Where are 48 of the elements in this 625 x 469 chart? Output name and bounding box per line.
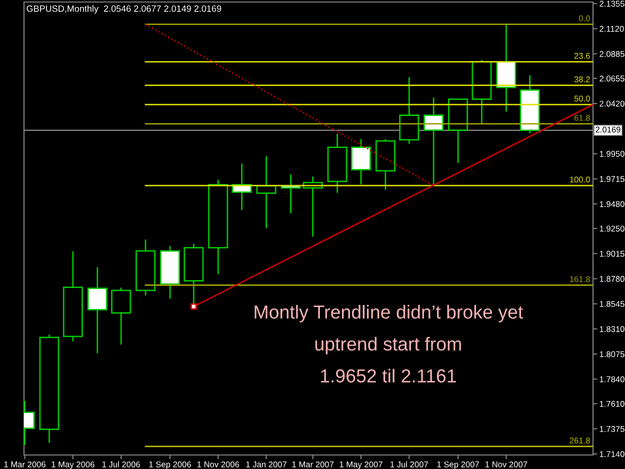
ref-line-label: 2.0169 [596,126,620,133]
x-tick-label: 1 May 2007 [340,461,382,469]
candlestick [256,156,276,228]
y-tick-label: 1.8545 [600,301,624,307]
x-tick-label: 1 Mar 2007 [292,461,334,468]
y-tick-label: 2.0655 [600,76,624,82]
x-tick-label: 1 Jul 2006 [102,461,140,468]
series-label: 23.6 [574,52,590,59]
series-label: 50.0 [574,96,590,102]
y-tick-label: 1.9950 [600,150,624,157]
y-tick-label: 1.9015 [600,250,624,257]
series-label: 161.8 [570,276,590,282]
series-label: 38.2 [574,76,590,82]
y-tick-label: 1.8310 [600,326,624,332]
candlestick [111,288,132,345]
series-label: 0.0 [578,15,590,22]
y-tick-label: 1.7375 [600,426,624,432]
chart-title: GBPUSD,Monthly 2.0546 2.0677 2.0149 2.0169 [26,5,222,14]
x-tick-label: 1 Sep 2007 [437,461,479,469]
annotation: 1.9652 til 2.1161 [320,368,456,383]
series-label: 61.8 [574,114,590,121]
series-label: 261.8 [570,438,590,444]
x-tick-label: 1 Mar 2006 [4,461,46,468]
annotation: Montly Trendline didn’t broke yet [254,304,523,322]
y-tick-label: 1.7140 [600,451,624,458]
x-tick-label: 1 Nov 2006 [197,461,240,468]
y-tick-label: 1.9715 [600,176,624,182]
y-tick-label: 1.8075 [600,351,624,358]
y-tick-label: 2.1120 [600,26,624,32]
y-tick-label: 1.7610 [600,400,624,407]
x-tick-label: 1 Sep 2006 [149,461,191,469]
candlestick [87,267,108,354]
y-tick-label: 1.8780 [600,276,624,282]
candlestick [350,139,371,184]
y-tick-label: 1.9480 [600,201,624,208]
y-tick-label: 2.0420 [600,100,624,107]
x-tick-label: 1 May 2006 [52,461,94,469]
x-tick-label: 1 Jan 2007 [246,461,286,468]
annotation: uptrend start from [315,336,461,354]
x-tick-label: 1 Jul 2007 [390,461,428,468]
candlestick [424,97,444,186]
y-tick-label: 1.7840 [600,376,624,382]
candlestick [232,164,252,210]
y-tick-label: 2.0885 [600,51,624,57]
series-label: 100.0 [570,176,590,183]
y-tick-label: 1.9250 [600,226,624,232]
x-tick-label: 1 Nov 2007 [486,461,528,468]
y-tick-label: 2.1355 [600,0,624,7]
